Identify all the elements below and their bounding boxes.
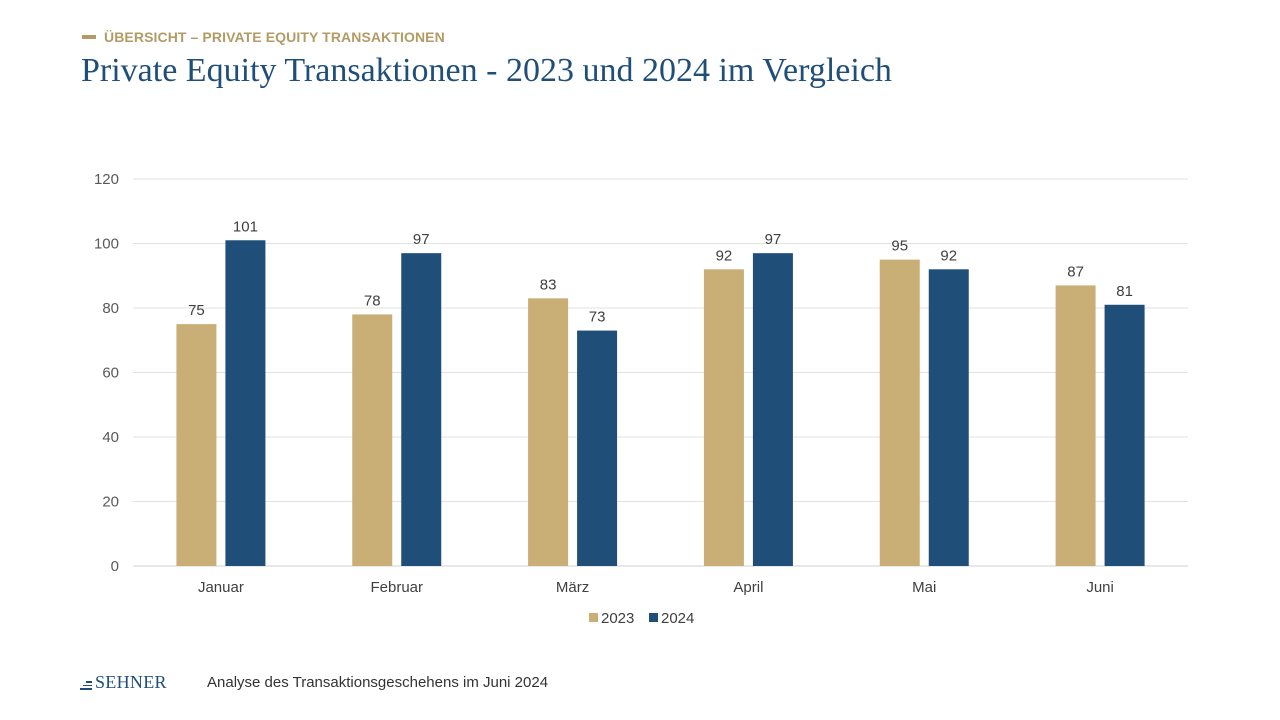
footer-caption: Analyse des Transaktionsgeschehens im Ju…: [207, 674, 549, 691]
logo-text: SEHNER: [95, 672, 167, 692]
x-tick-label: März: [556, 579, 589, 596]
data-label: 83: [540, 276, 557, 293]
kicker-bar-icon: [82, 35, 96, 39]
data-label: 78: [364, 292, 381, 309]
data-label: 101: [233, 218, 258, 235]
bar-2023-März: [528, 298, 569, 566]
bar-2024-Februar: [401, 253, 442, 567]
bar-2024-März: [577, 330, 618, 566]
section-kicker: ÜBERSICHT – PRIVATE EQUITY TRANSAKTIONEN: [82, 29, 445, 45]
bar-2024-April: [752, 253, 793, 567]
data-label: 92: [716, 247, 733, 264]
y-tick-label: 120: [94, 171, 119, 188]
y-tick-label: 60: [102, 365, 119, 382]
bar-2023-Juni: [1055, 285, 1096, 566]
data-label: 97: [765, 231, 782, 248]
x-tick-label: Februar: [370, 579, 423, 596]
bar-2023-Februar: [352, 314, 393, 566]
y-tick-label: 100: [94, 236, 119, 253]
bar-2023-Januar: [176, 324, 217, 566]
legend-swatch-2023: [589, 613, 598, 622]
legend-swatch-2024: [649, 613, 658, 622]
y-tick-label: 40: [102, 429, 119, 446]
x-tick-label: April: [733, 579, 763, 596]
x-tick-label: Mai: [912, 579, 936, 596]
legend-label: 2024: [661, 610, 694, 627]
bar-2024-Mai: [928, 269, 969, 566]
bar-2024-Juni: [1104, 304, 1145, 566]
bar-2024-Januar: [225, 240, 266, 566]
data-label: 92: [940, 247, 957, 264]
x-tick-label: Juni: [1086, 579, 1114, 596]
y-tick-label: 20: [102, 494, 119, 511]
data-label: 87: [1067, 263, 1084, 280]
x-tick-label: Januar: [198, 579, 244, 596]
data-label: 81: [1116, 283, 1133, 300]
bar-2023-April: [703, 269, 744, 566]
logo-lines-icon: [80, 681, 92, 690]
brand-logo: SEHNER: [80, 672, 167, 693]
data-label: 97: [413, 231, 430, 248]
data-label: 73: [589, 309, 606, 326]
y-tick-label: 0: [111, 558, 119, 575]
bar-2023-Mai: [879, 259, 920, 566]
legend-label: 2023: [601, 610, 634, 627]
data-label: 95: [891, 238, 908, 255]
kicker-text: ÜBERSICHT – PRIVATE EQUITY TRANSAKTIONEN: [104, 29, 445, 45]
page-title: Private Equity Transaktionen - 2023 und …: [81, 52, 892, 89]
data-label: 75: [188, 302, 205, 319]
y-tick-label: 80: [102, 300, 119, 317]
